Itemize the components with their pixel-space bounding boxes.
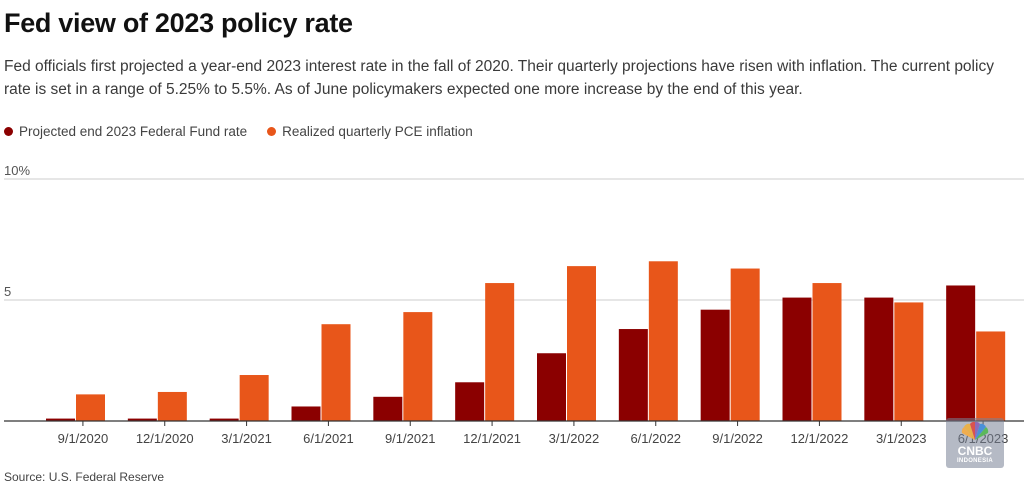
- x-tick-label: 12/1/2020: [136, 431, 194, 446]
- bar-pce-inflation: [485, 283, 515, 421]
- source-note: Source: U.S. Federal Reserve: [4, 470, 165, 484]
- y-tick-label: 5: [4, 284, 11, 299]
- bar-pce-inflation: [730, 268, 760, 421]
- peacock-logo-icon: [961, 421, 989, 440]
- x-tick-label: 6/1/2021: [303, 431, 354, 446]
- x-tick-label: 3/1/2022: [549, 431, 600, 446]
- bar-pce-inflation: [567, 266, 596, 421]
- bar-chart: 5 10% 9/1/2020 12/1/2020 3/1/2021 6/1/2021 9/1…: [4, 163, 1024, 446]
- bar-fed-rate: [618, 329, 648, 421]
- x-tick-label: 12/1/2021: [463, 431, 521, 446]
- x-tick-label: 12/1/2022: [790, 431, 848, 446]
- y-tick-label: 10%: [4, 163, 30, 178]
- chart-title: Fed view of 2023 policy rate: [4, 8, 353, 38]
- x-tick-label: 9/1/2021: [385, 431, 436, 446]
- legend-label-pce: Realized quarterly PCE inflation: [282, 124, 473, 139]
- bar-fed-rate: [946, 285, 976, 421]
- bar-pce-inflation: [76, 394, 105, 421]
- bar-fed-rate: [291, 406, 321, 421]
- bar-fed-rate: [537, 353, 566, 421]
- bar-pce-inflation: [403, 312, 433, 421]
- x-tick-label: 9/1/2022: [712, 431, 763, 446]
- x-tick-label: 6/1/2022: [630, 431, 681, 446]
- bar-fed-rate: [209, 418, 239, 421]
- bar-fed-rate: [373, 396, 403, 421]
- cnbc-watermark: CNBC INDONESIA: [946, 418, 1004, 468]
- watermark-region: INDONESIA: [956, 458, 994, 464]
- watermark-brand: CNBC: [957, 444, 993, 458]
- bar-pce-inflation: [157, 391, 187, 421]
- legend-swatch-pce: [267, 127, 277, 136]
- bar-pce-inflation: [648, 261, 678, 421]
- bar-fed-rate: [46, 418, 75, 421]
- bar-pce-inflation: [976, 331, 1006, 421]
- legend-label-fed-rate: Projected end 2023 Federal Fund rate: [19, 124, 248, 139]
- x-tick-label: 3/1/2023: [876, 431, 927, 446]
- bar-fed-rate: [127, 418, 157, 421]
- legend-item-pce: Realized quarterly PCE inflation: [267, 124, 473, 139]
- bar-fed-rate: [455, 382, 485, 421]
- bar-fed-rate: [700, 309, 730, 421]
- bar-fed-rate: [782, 297, 812, 421]
- bar-pce-inflation: [894, 302, 924, 421]
- bar-pce-inflation: [321, 324, 351, 421]
- bar-pce-inflation: [239, 375, 269, 421]
- x-tick-label: 3/1/2021: [221, 431, 272, 446]
- bar-fed-rate: [864, 297, 894, 421]
- legend-swatch-fed-rate: [4, 127, 13, 136]
- bar-pce-inflation: [812, 283, 842, 421]
- legend-item-fed-rate: Projected end 2023 Federal Fund rate: [4, 124, 247, 139]
- legend: Projected end 2023 Federal Fund rate Rea…: [4, 124, 493, 139]
- chart-subtitle: Fed officials first projected a year-end…: [4, 58, 994, 98]
- x-tick-label: 9/1/2020: [58, 431, 109, 446]
